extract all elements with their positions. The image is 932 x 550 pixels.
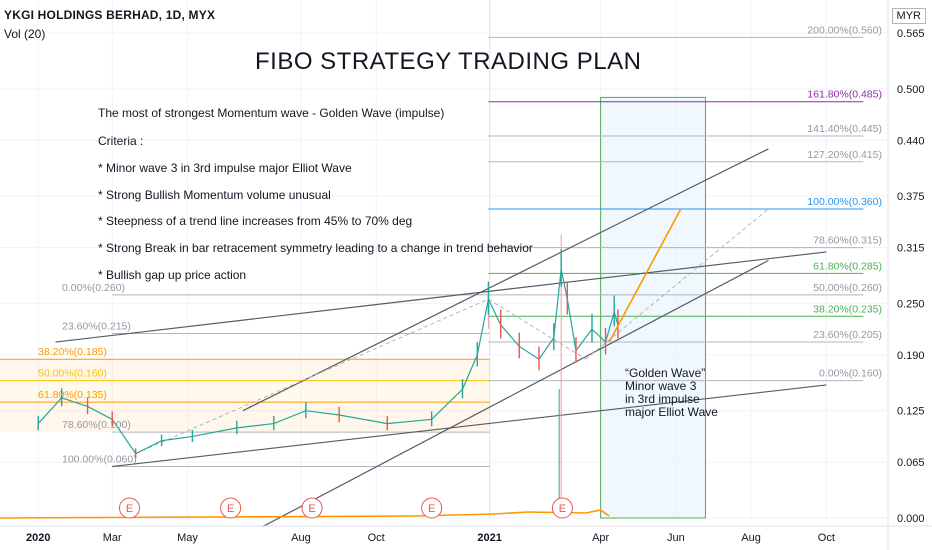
- price-tick-label: 0.375: [897, 191, 925, 203]
- earnings-marker: [421, 497, 443, 519]
- price-tick-label: 0.125: [897, 406, 925, 418]
- trend-line: [242, 148, 769, 412]
- fib-level-label: 78.60%(0.100): [62, 419, 131, 431]
- wave-guide-line: [488, 298, 587, 360]
- note-line: * Steepness of a trend line increases fr…: [98, 214, 413, 228]
- currency-badge[interactable]: MYR: [891, 8, 926, 24]
- note-line: * Strong Bullish Momentum volume unusual: [98, 188, 331, 202]
- fib-level-label: 78.60%(0.315): [813, 235, 882, 247]
- price-tick-label: 0.250: [897, 298, 925, 310]
- time-tick-label: Mar: [103, 532, 122, 544]
- time-tick-label: Oct: [368, 532, 385, 544]
- golden-wave-window: [600, 96, 706, 519]
- price-tick-label: 0.000: [897, 513, 925, 525]
- fib-level-label: 38.20%(0.235): [813, 303, 882, 315]
- fib-band: [0, 380, 490, 403]
- time-axis[interactable]: 2020 Mar May Aug Oct 2021 Apr Jun Aug Oct: [0, 525, 932, 544]
- symbol-title[interactable]: YKGI HOLDINGS BERHAD, 1D, MYX: [4, 8, 216, 22]
- earnings-marker: [119, 497, 140, 519]
- price-tick-label: 0.500: [897, 84, 925, 96]
- fib-level-label: 38.20%(0.185): [38, 346, 107, 358]
- earnings-marker-label: E: [227, 503, 234, 515]
- fib-level-label: 61.80%(0.285): [813, 260, 882, 272]
- projection-line: [608, 208, 682, 343]
- note-line: * Minor wave 3 in 3rd impulse major Elli…: [98, 161, 352, 175]
- earnings-marker-label: E: [126, 503, 133, 515]
- price-axis[interactable]: 0.000 0.065 0.125 0.190 0.250 0.315 0.375 0.440…: [887, 0, 925, 550]
- note-line: * Bullish gap up price action: [98, 268, 247, 282]
- highlight-window-box: [600, 96, 706, 519]
- price-tick-label: 0.190: [897, 350, 925, 362]
- time-tick-label: May: [177, 532, 198, 544]
- note-line: Criteria :: [98, 134, 144, 148]
- golden-wave-line: Minor wave 3: [625, 379, 697, 393]
- earnings-marker: [551, 497, 573, 519]
- trend-channel-lines: [55, 148, 827, 528]
- golden-wave-line: “Golden Wave”: [625, 366, 706, 380]
- fib-level-label: 100.00%(0.060): [62, 454, 137, 466]
- fib-level-label: 61.80%(0.135): [38, 389, 107, 401]
- trend-line: [55, 251, 827, 343]
- price-tick-label: 0.440: [897, 135, 925, 147]
- earnings-marker: [301, 497, 323, 519]
- earnings-marker-label: E: [308, 503, 315, 515]
- wave-guide-line: [585, 208, 769, 360]
- fib-level-label: 0.00%(0.160): [819, 368, 882, 380]
- note-line: * Strong Break in bar retracement symmet…: [98, 241, 533, 255]
- golden-wave-line: in 3rd impulse: [625, 392, 700, 406]
- golden-wave-annotation: “Golden Wave” Minor wave 3 in 3rd impuls…: [625, 367, 718, 419]
- volume-indicator-label[interactable]: Vol (20): [4, 27, 46, 41]
- plan-title: FIBO STRATEGY TRADING PLAN: [255, 48, 642, 75]
- time-tick-label: Oct: [818, 532, 835, 544]
- fib-level-label: 200.00%(0.560): [807, 24, 882, 36]
- projection-line: [608, 208, 682, 343]
- price-series: [37, 249, 619, 459]
- time-tick-label: Aug: [741, 532, 761, 544]
- trend-line: [262, 259, 769, 528]
- fib-level-label: 23.60%(0.205): [813, 329, 882, 341]
- fib-level-label: 100.00%(0.360): [807, 196, 882, 208]
- note-line: The most of strongest Momentum wave - Go…: [98, 106, 445, 120]
- fib-level-label: 0.00%(0.260): [62, 282, 125, 294]
- earnings-marker: [220, 497, 242, 519]
- fib-level-label: 161.80%(0.485): [807, 89, 882, 101]
- earnings-marker-label: E: [428, 503, 435, 515]
- price-tick-label: 0.565: [897, 28, 925, 40]
- chart-grid: [0, 0, 888, 519]
- fib-band: [0, 359, 490, 381]
- golden-wave-line: major Elliot Wave: [625, 405, 718, 419]
- time-tick-label: Aug: [291, 532, 311, 544]
- fib-level-label: 127.20%(0.415): [807, 149, 882, 161]
- earnings-marker-label: E: [559, 503, 566, 515]
- volume-ma-line: [0, 509, 610, 519]
- trend-line: [112, 384, 827, 468]
- time-tick-label: Jun: [667, 532, 685, 544]
- fib-level-label: 23.60%(0.215): [62, 320, 131, 332]
- fib-level-label: 50.00%(0.160): [38, 368, 107, 380]
- time-tick-label: 2021: [477, 532, 501, 544]
- time-tick-label: 2020: [26, 532, 50, 544]
- fib-level-label: 50.00%(0.260): [813, 282, 882, 294]
- time-tick-label: Apr: [592, 532, 609, 544]
- price-tick-label: 0.065: [897, 457, 925, 469]
- price-tick-label: 0.315: [897, 243, 925, 255]
- wave-guide-line: [135, 298, 489, 455]
- fib-level-label: 141.40%(0.445): [807, 123, 882, 135]
- fib-retracement-left: 0.00%(0.260) 23.60%(0.215) 38.20%(0.185) 50…: [0, 282, 490, 467]
